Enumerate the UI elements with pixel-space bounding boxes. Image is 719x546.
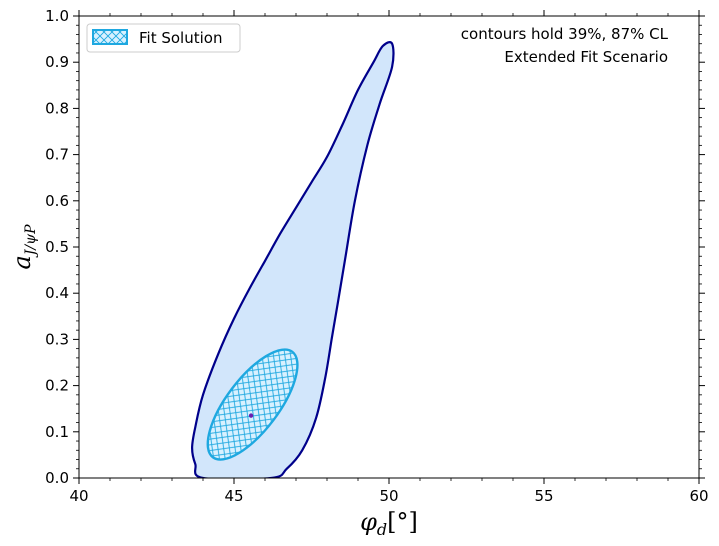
legend-swatch xyxy=(92,29,128,45)
y-tick-label: 0.6 xyxy=(45,192,69,210)
y-tick-label: 0.5 xyxy=(45,238,69,256)
y-tick-label: 0.3 xyxy=(45,330,69,348)
x-tick-label: 60 xyxy=(689,487,708,505)
annotation-block: contours hold 39%, 87% CL Extended Fit S… xyxy=(461,25,669,66)
contour-layer xyxy=(191,41,395,478)
y-axis-label: aJ/ψP xyxy=(8,224,39,270)
y-tick-label: 0.4 xyxy=(45,284,69,302)
y-tick-label: 0.8 xyxy=(45,99,69,117)
x-tick-label: 45 xyxy=(224,487,243,505)
y-tick-label: 0.2 xyxy=(45,377,69,395)
y-tick-label: 0.7 xyxy=(45,146,69,164)
annotation-scenario: Extended Fit Scenario xyxy=(504,48,668,66)
legend-label: Fit Solution xyxy=(139,29,222,47)
y-tick-label: 0.1 xyxy=(45,423,69,441)
contour-39-region xyxy=(206,348,299,461)
x-tick-label: 50 xyxy=(379,487,398,505)
x-tick-label: 40 xyxy=(69,487,88,505)
annotation-cl: contours hold 39%, 87% CL xyxy=(461,25,669,43)
legend: Fit Solution xyxy=(86,23,241,53)
x-axis-label: φd[°] xyxy=(360,508,418,539)
plot-frame xyxy=(78,15,700,479)
contour-87-region xyxy=(191,41,395,478)
y-tick-label: 1.0 xyxy=(45,7,69,25)
best-fit-point xyxy=(248,413,254,418)
plot-background xyxy=(79,16,699,478)
y-tick-label: 0.9 xyxy=(45,53,69,71)
y-tick-label: 0.0 xyxy=(45,469,69,487)
plot-area: 40 45 50 55 60 0.0 0.1 0.2 0.3 0.4 0.5 0.6 0.7 0.8 0.9… xyxy=(45,7,708,505)
x-tick-label: 55 xyxy=(534,487,553,505)
